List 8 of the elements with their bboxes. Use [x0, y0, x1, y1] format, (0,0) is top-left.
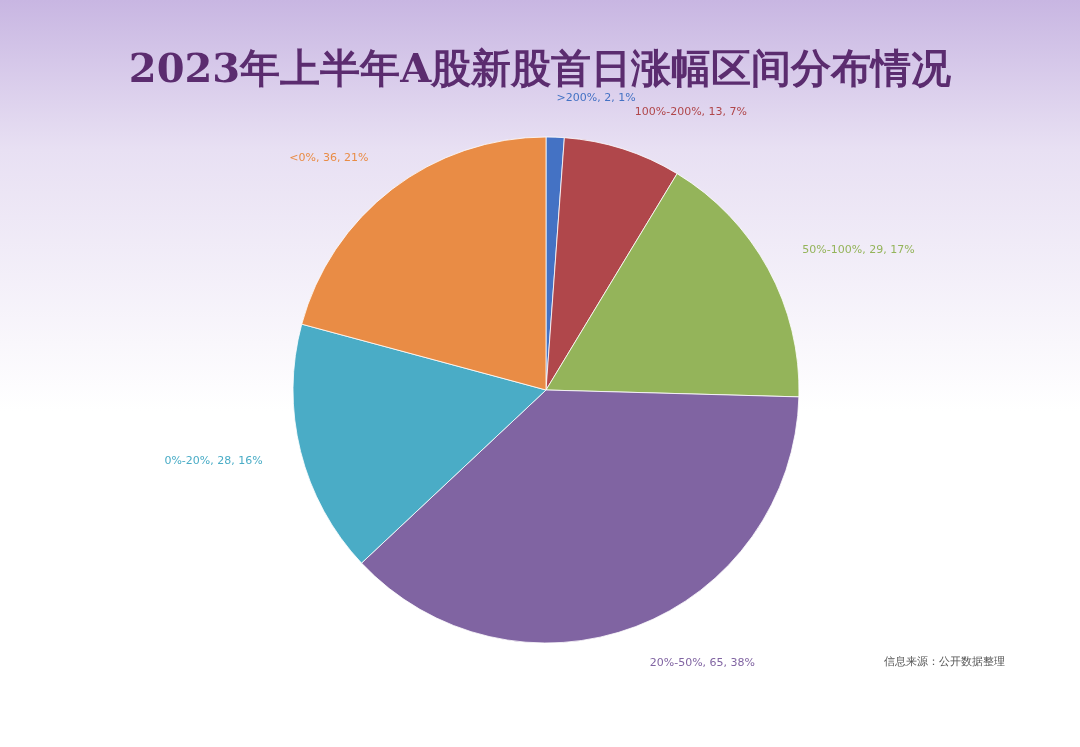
slice-label: 20%-50%, 65, 38% [649, 655, 756, 669]
chart-title: 2023年上半年A股新股首日涨幅区间分布情况 [128, 44, 952, 91]
slice-label: 50%-100%, 29, 17% [802, 243, 915, 257]
slice-label: 0%-20%, 28, 16% [164, 453, 263, 467]
slice-label: 100%-200%, 13, 7% [634, 104, 748, 118]
text: 信息来源：公开数据整理 [884, 655, 1005, 668]
slice-label: >200%, 2, 1% [556, 91, 636, 105]
slice-label: <0%, 36, 21% [289, 151, 369, 165]
